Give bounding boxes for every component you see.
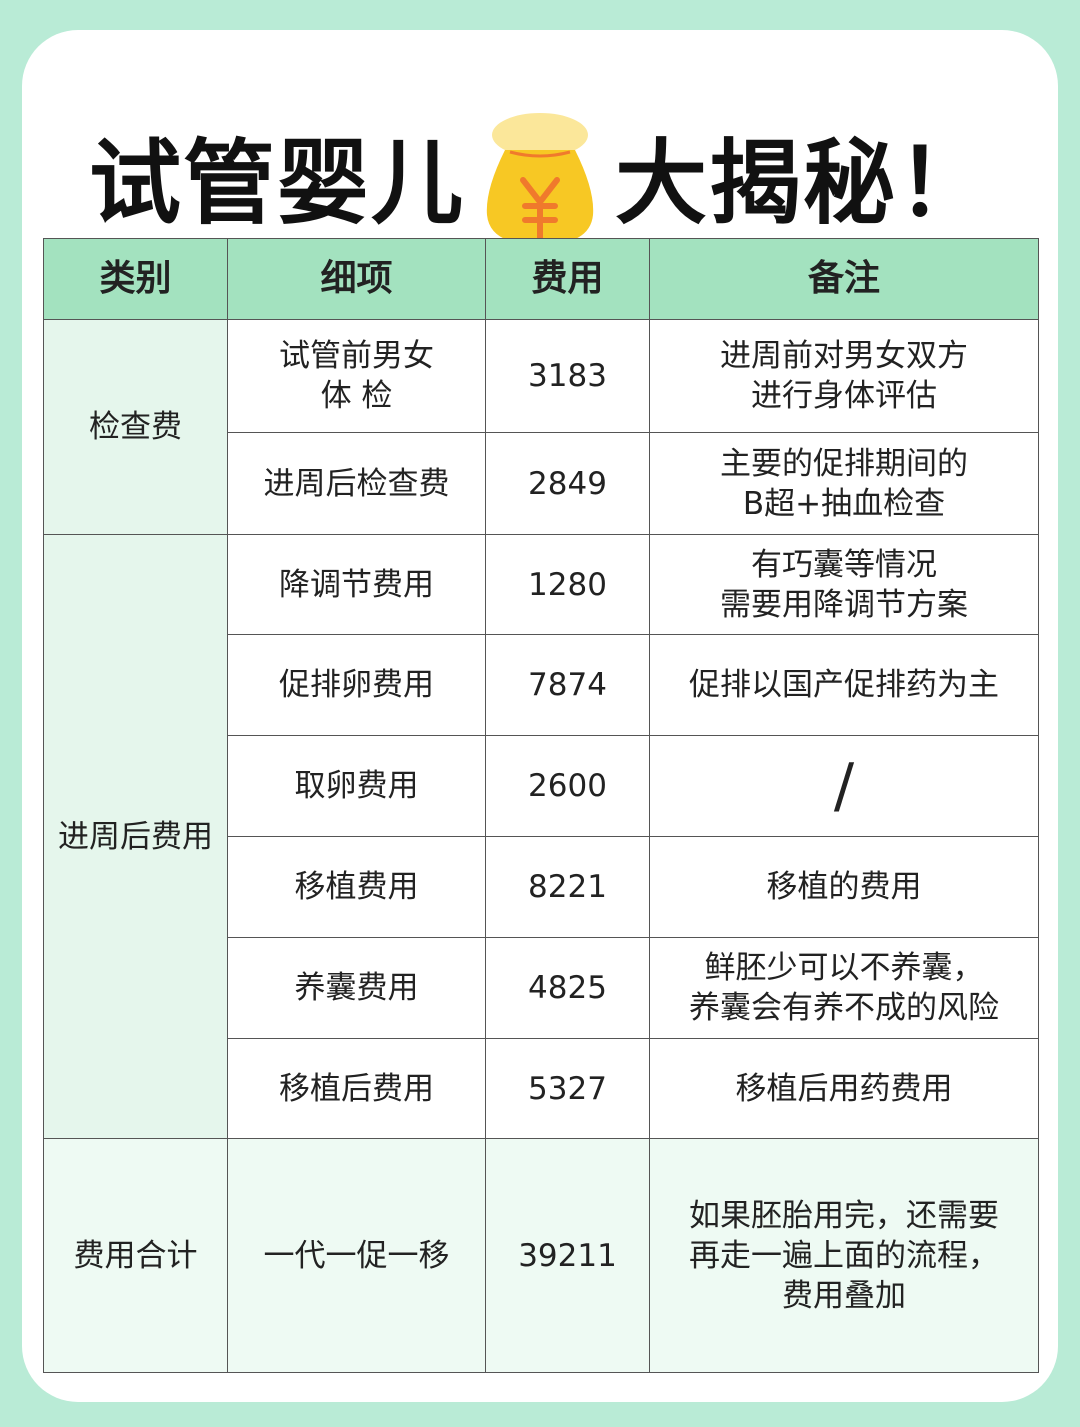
title-right: 大揭秘！	[615, 129, 992, 237]
item-cell: 养囊费用	[227, 937, 486, 1039]
note-cell: 促排以国产促排药为主	[649, 634, 1039, 736]
cost-table: 类别 细项 费用 备注 检查费 试管前男女 体 检 3183 进周前对男女双方 进行身体评估…	[43, 238, 1039, 1373]
page-title: 试管婴儿 大揭秘！	[0, 100, 1080, 250]
cost-cell: 39211	[485, 1138, 650, 1373]
note-cell: 主要的促排期间的 B超+抽血检查	[649, 432, 1039, 535]
table-row: 移植费用 8221 移植的费用	[44, 836, 1039, 938]
note-cell: 如果胚胎用完，还需要 再走一遍上面的流程， 费用叠加	[649, 1138, 1039, 1373]
item-cell: 促排卵费用	[227, 634, 486, 736]
table-row: 促排卵费用 7874 促排以国产促排药为主	[44, 634, 1039, 736]
cost-cell: 4825	[485, 937, 650, 1039]
note-cell: 有巧囊等情况 需要用降调节方案	[649, 534, 1039, 635]
item-cell: 试管前男女 体 检	[227, 319, 486, 433]
item-cell: 进周后检查费	[227, 432, 486, 535]
table-row: 费用合计 一代一促一移 39211 如果胚胎用完，还需要 再走一遍上面的流程， 费用叠…	[43, 1138, 1039, 1373]
cost-cell: 7874	[485, 634, 650, 736]
category-cell: 费用合计	[43, 1138, 228, 1373]
table-row: 取卵费用 2600/	[44, 735, 1039, 837]
note-cell: 移植后用药费用	[649, 1038, 1039, 1139]
title-left: 试管婴儿	[88, 129, 465, 237]
item-cell: 一代一促一移	[227, 1138, 486, 1373]
cost-cell: 2600	[485, 735, 650, 837]
table-row: 进周后费用 降调节费用 1280 有巧囊等情况 需要用降调节方案	[43, 534, 1039, 1139]
item-cell: 降调节费用	[227, 534, 486, 635]
note-cell: 移植的费用	[649, 836, 1039, 938]
cost-cell: 3183	[485, 319, 650, 433]
table-row: 进周后检查费 2849 主要的促排期间的 B超+抽血检查	[44, 432, 1039, 535]
cost-cell: 1280	[485, 534, 650, 635]
money-bag-yen-icon	[475, 100, 605, 250]
category-cell: 进周后费用	[43, 534, 228, 1139]
note-cell: 进周前对男女双方 进行身体评估	[649, 319, 1039, 433]
column-header: 备注	[649, 238, 1039, 320]
column-header: 类别	[43, 238, 228, 320]
item-cell: 移植费用	[227, 836, 486, 938]
table-row: 检查费 试管前男女 体 检 3183 进周前对男女双方 进行身体评估	[43, 319, 1039, 535]
item-cell: 移植后费用	[227, 1038, 486, 1139]
cost-cell: 2849	[485, 432, 650, 535]
item-cell: 取卵费用	[227, 735, 486, 837]
column-header: 费用	[485, 238, 650, 320]
cost-cell: 8221	[485, 836, 650, 938]
table-row: 养囊费用 4825 鲜胚少可以不养囊， 养囊会有养不成的风险	[44, 937, 1039, 1039]
table-row: 移植后费用 5327 移植后用药费用	[44, 1038, 1039, 1139]
column-header: 细项	[227, 238, 486, 320]
table-header-row: 类别 细项 费用 备注	[43, 238, 1039, 320]
note-cell: 鲜胚少可以不养囊， 养囊会有养不成的风险	[649, 937, 1039, 1039]
category-cell: 检查费	[43, 319, 228, 535]
note-cell: /	[649, 735, 1039, 837]
cost-cell: 5327	[485, 1038, 650, 1139]
